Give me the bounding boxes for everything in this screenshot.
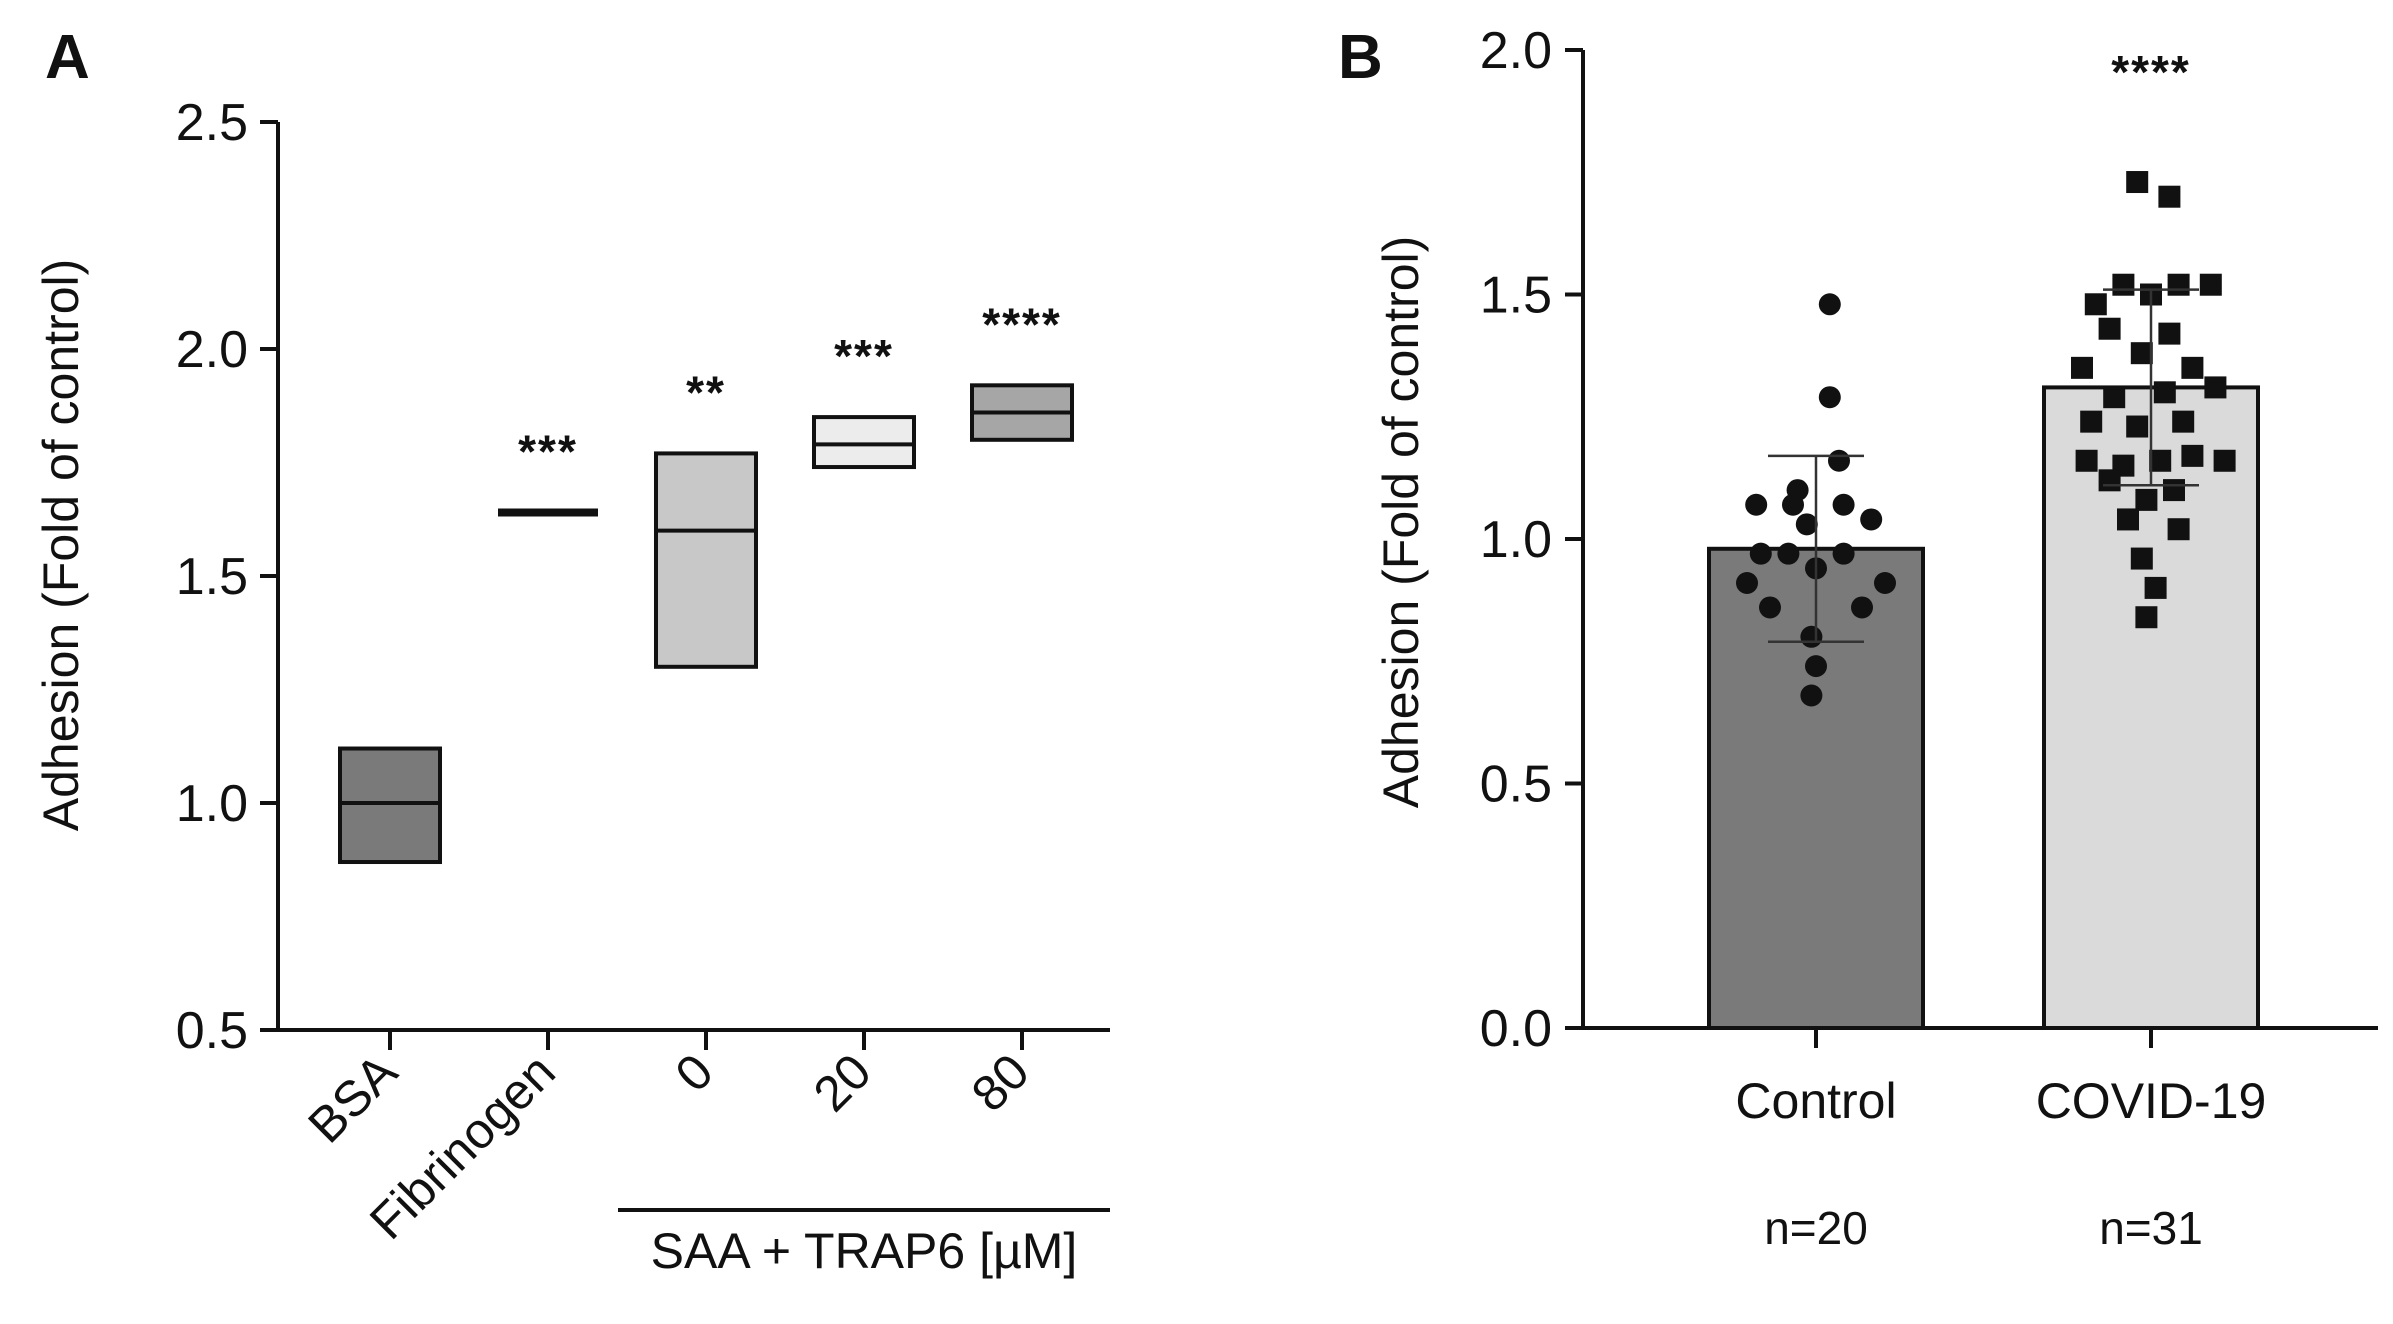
panel-a-y-tick-label: 1.0	[176, 775, 248, 833]
panel-b-data-point	[1749, 542, 1772, 565]
panel-a-group-label: SAA + TRAP6 [µM]	[651, 1223, 1078, 1279]
panel-b-data-point	[2126, 415, 2149, 438]
panel-b-y-tick-label: 1.0	[1480, 511, 1552, 569]
panel-b-y-tick-label: 2.0	[1480, 22, 1552, 80]
panel-b-data-point	[1828, 449, 1850, 472]
panel-b-data-point	[1832, 542, 1855, 565]
panel-b-x-tick-label: COVID-19	[2036, 1073, 2267, 1129]
panel-a-y-tick-label: 2.5	[176, 94, 248, 152]
panel-b-data-point	[1777, 542, 1800, 565]
panel-a-significance-label: ***	[518, 425, 578, 477]
panel-a-x-tick-label: 80	[961, 1043, 1040, 1122]
panel-b-data-point	[1795, 513, 1818, 536]
panel-b-letter: B	[1338, 23, 1383, 92]
panel-b-data-point	[1759, 596, 1781, 619]
panel-a-box	[338, 746, 442, 865]
panel-b-data-point	[1745, 493, 1768, 516]
panel-b-data-point	[2204, 376, 2227, 399]
panel-b-data-point	[2181, 356, 2204, 379]
panel-b-data-point	[2167, 518, 2190, 541]
panel-b-data-point	[1818, 293, 1841, 316]
panel-a-y-axis-title: Adhesion (Fold of control)	[33, 259, 89, 832]
panel-a-y-tick-label: 2.0	[176, 321, 248, 379]
panel-b-data-point	[2130, 547, 2153, 570]
panel-a-significance-label: **	[686, 366, 726, 418]
panel-b-data-point	[2149, 449, 2172, 472]
panel-a-x-tick-label: 20	[803, 1043, 882, 1122]
panel-b-data-point	[2084, 293, 2107, 316]
panel-a-significance-label: ***	[834, 330, 894, 382]
panel-b-data-point	[2098, 317, 2121, 340]
panel-b-data-point	[2167, 273, 2190, 296]
panel-b-x-tick-label: Control	[1735, 1073, 1896, 1129]
panel-b-data-point	[2075, 449, 2098, 472]
panel-a-plot: 0.51.01.52.02.5BSA***Fibrinogen**0***20*…	[176, 94, 1074, 1250]
panel-a-box	[812, 415, 916, 470]
panel-b-data-point	[2199, 273, 2222, 296]
panel-b-data-point	[2144, 576, 2167, 599]
panel-b-data-point	[2213, 449, 2236, 472]
panel-b-data-point	[2071, 356, 2093, 379]
panel-b-data-point	[1800, 684, 1823, 707]
panel-b-data-point	[2112, 273, 2135, 296]
panel-b-data-point	[2181, 444, 2204, 467]
panel-b-data-point	[1736, 572, 1758, 595]
panel-a-x-tick-label: 0	[665, 1043, 724, 1102]
panel-b-y-tick-label: 0.0	[1480, 1000, 1552, 1058]
panel-b-data-point	[1851, 596, 1873, 619]
panel-a-y-tick-label: 1.5	[176, 548, 248, 606]
panel-b-n-label: n=31	[2099, 1202, 2203, 1254]
panel-b-data-point	[2117, 508, 2139, 531]
panel-b-data-point	[2153, 381, 2176, 404]
panel-b-data-point	[2158, 185, 2181, 208]
panel-b-data-point	[2080, 410, 2103, 433]
panel-b-data-point	[2103, 386, 2126, 409]
panel-b-data-point	[2172, 410, 2195, 433]
panel-a-y-tick-label: 0.5	[176, 1002, 248, 1060]
panel-b-data-point	[1800, 625, 1823, 648]
panel-b-data-point	[1786, 479, 1809, 502]
panel-b-data-point	[2163, 479, 2185, 502]
panel-b-y-axis-title: Adhesion (Fold of control)	[1373, 236, 1429, 809]
panel-a-x-tick-label: BSA	[297, 1043, 408, 1154]
panel-b-data-point	[1805, 655, 1827, 678]
panel-a-significance-label: ****	[982, 298, 1062, 350]
panel-b-plot: 0.0 0.5 1.0 1.5 2.0 Control n=20 **** COVID-19 n=…	[1480, 22, 2267, 1254]
panel-b-data-point	[2130, 342, 2153, 365]
panel-b-n-label: n=20	[1764, 1202, 1868, 1254]
panel-b-data-point	[1818, 386, 1841, 409]
panel-b-y-tick-label: 0.5	[1480, 756, 1552, 814]
panel-b-data-point	[2098, 469, 2121, 492]
panel-a-box	[654, 451, 758, 669]
panel-b-data-point	[2135, 488, 2158, 511]
panel-b-data-point	[1832, 493, 1855, 516]
panel-a-letter: A	[45, 23, 90, 92]
panel-b-data-point	[2126, 171, 2149, 194]
panel-b-data-point	[1874, 572, 1896, 595]
panel-b-y-tick-label: 1.5	[1480, 267, 1552, 325]
panel-b-significance-label: ****	[2111, 46, 2191, 98]
panel-b-data-point	[2135, 606, 2158, 629]
panel-b-data-point	[1860, 508, 1883, 531]
panel-b-data-point	[2158, 322, 2181, 345]
